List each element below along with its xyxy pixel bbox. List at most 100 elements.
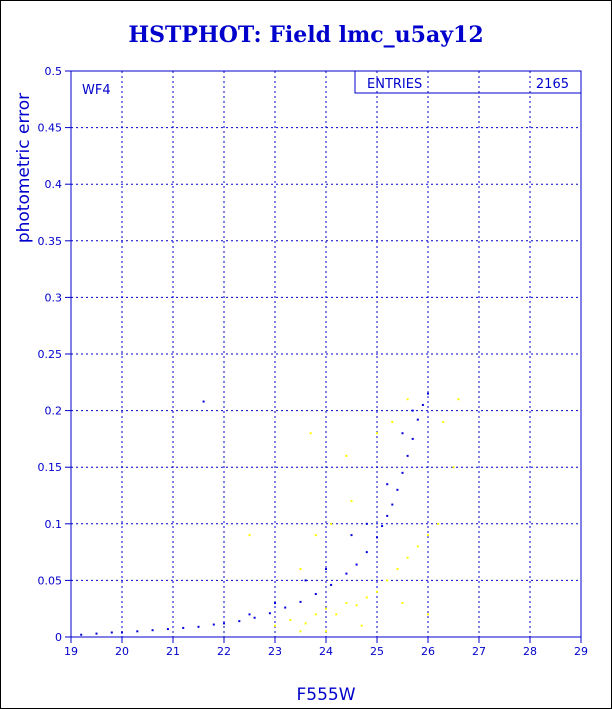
blue-data-point: [197, 625, 200, 628]
yellow-data-point: [314, 534, 317, 537]
blue-data-point: [253, 616, 256, 619]
blue-data-point: [411, 409, 414, 412]
blue-data-point: [427, 392, 429, 395]
blue-data-point: [355, 563, 358, 566]
blue-data-point: [396, 488, 399, 491]
blue-data-point: [151, 629, 154, 632]
blue-data-point: [121, 631, 123, 634]
blue-data-point: [325, 568, 327, 571]
x-tick-label: 27: [472, 645, 486, 658]
yellow-data-point: [416, 545, 419, 548]
stats-label: ENTRIES: [367, 77, 422, 92]
x-tick-label: 21: [166, 645, 180, 658]
y-tick-label: 0: [55, 631, 62, 644]
y-tick-label: 0.2: [45, 405, 63, 418]
x-tick-label: 28: [523, 645, 537, 658]
blue-data-point: [314, 592, 317, 595]
yellow-data-point: [442, 420, 445, 423]
blue-data-point: [365, 551, 368, 554]
yellow-data-point: [274, 624, 276, 627]
y-tick-label: 0.5: [45, 65, 63, 78]
yellow-data-point: [401, 602, 404, 605]
yellow-data-point: [406, 398, 409, 401]
yellow-data-point: [365, 596, 368, 599]
blue-data-point: [202, 400, 205, 403]
yellow-data-point: [335, 613, 338, 616]
yellow-data-point: [325, 607, 327, 610]
blue-data-point: [268, 612, 271, 615]
x-tick-label: 26: [421, 645, 435, 658]
blue-data-point: [386, 514, 389, 517]
blue-data-point: [299, 600, 302, 603]
blue-data-point: [421, 403, 424, 406]
y-axis-title: photometric error: [14, 93, 34, 243]
y-tick-label: 0.25: [38, 348, 63, 361]
chart-title: HSTPHOT: Field lmc_u5ay12: [128, 22, 484, 48]
x-axis-title: F555W: [296, 685, 355, 705]
blue-data-point: [391, 503, 394, 506]
yellow-data-point: [376, 432, 378, 435]
blue-data-point: [365, 522, 368, 525]
blue-data-point: [274, 602, 276, 605]
x-tick-label: 19: [64, 645, 78, 658]
y-tick-label: 0.1: [45, 518, 63, 531]
y-tick-label: 0.05: [38, 574, 63, 587]
yellow-data-point: [427, 534, 429, 537]
yellow-data-point: [452, 466, 455, 469]
yellow-data-point: [345, 454, 348, 457]
blue-data-point: [350, 534, 353, 537]
x-tick-label: 23: [268, 645, 282, 658]
blue-data-point: [182, 626, 185, 629]
blue-data-point: [284, 606, 287, 609]
tick-labels: 19 20 21 22 23 24 25 26 27 28 29 0 0.05 0.1 0.15 0.2 0.2…: [38, 65, 589, 658]
blue-data-point: [401, 432, 404, 435]
data-points: [80, 392, 460, 636]
yellow-data-point: [427, 613, 429, 616]
blue-data-point: [406, 454, 409, 457]
blue-data-point: [248, 613, 251, 616]
blue-data-point: [166, 628, 169, 631]
yellow-data-point: [330, 522, 333, 525]
yellow-data-point: [386, 579, 389, 582]
stats-value: 2165: [536, 77, 569, 92]
yellow-data-point: [437, 522, 440, 525]
axis-ticks: [65, 70, 582, 643]
blue-data-point: [330, 583, 333, 586]
blue-data-point: [411, 437, 414, 440]
blue-data-point: [95, 632, 98, 635]
blue-data-point: [136, 630, 139, 633]
grid: [71, 71, 581, 637]
yellow-data-point: [376, 590, 378, 593]
yellow-data-point: [299, 630, 302, 633]
x-tick-label: 25: [370, 645, 384, 658]
yellow-data-point: [355, 604, 358, 607]
yellow-data-point: [314, 613, 317, 616]
x-tick-label: 20: [115, 645, 129, 658]
yellow-data-point: [350, 500, 353, 503]
x-tick-label: 24: [319, 645, 333, 658]
y-tick-label: 0.35: [38, 235, 63, 248]
yellow-data-point: [289, 619, 292, 622]
yellow-data-point: [360, 624, 363, 627]
yellow-data-point: [325, 630, 327, 633]
blue-data-point: [381, 525, 384, 528]
yellow-data-point: [299, 568, 302, 571]
y-tick-label: 0.4: [45, 178, 63, 191]
yellow-data-point: [248, 534, 251, 537]
yellow-data-point: [396, 568, 399, 571]
yellow-data-point: [309, 432, 312, 435]
y-tick-label: 0.45: [38, 122, 63, 135]
panel-label: WF4: [82, 83, 111, 98]
yellow-data-point: [457, 398, 460, 401]
yellow-data-point: [391, 420, 394, 423]
yellow-data-point: [345, 602, 348, 605]
blue-data-point: [416, 418, 419, 421]
x-tick-label: 29: [574, 645, 588, 658]
blue-data-point: [212, 623, 215, 626]
x-tick-label: 22: [217, 645, 231, 658]
y-tick-label: 0.3: [45, 291, 63, 304]
blue-data-point: [80, 633, 83, 636]
blue-data-point: [223, 622, 225, 625]
blue-data-point: [304, 579, 307, 582]
